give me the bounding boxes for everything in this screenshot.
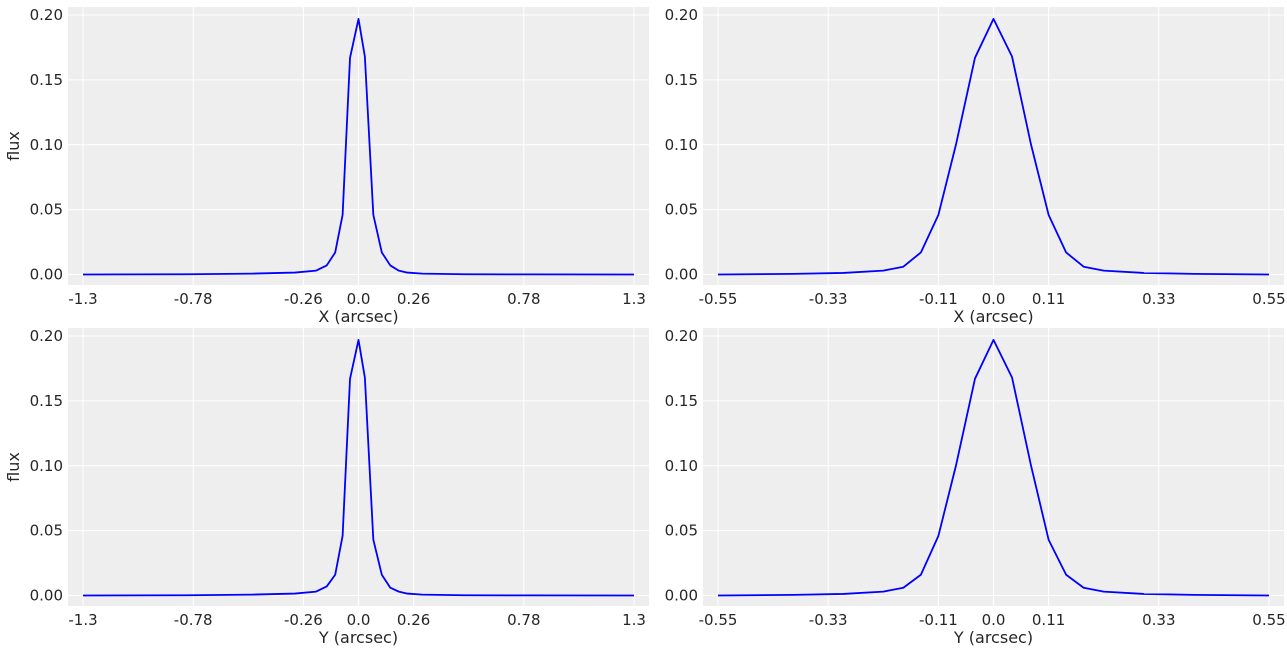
x-tick-label: 1.3 bbox=[622, 290, 646, 308]
series-line bbox=[82, 17, 635, 276]
y-axis-label: flux bbox=[4, 452, 23, 482]
x-tick-label: -0.11 bbox=[919, 290, 958, 308]
x-tick-label: 0.0 bbox=[982, 290, 1006, 308]
y-tick-label: 0.00 bbox=[30, 587, 63, 605]
x-tick-label: -0.26 bbox=[284, 611, 323, 629]
x-tick-label: -0.11 bbox=[919, 611, 958, 629]
x-tick-label: 0.11 bbox=[1032, 611, 1065, 629]
x-tick-label: -1.3 bbox=[68, 611, 97, 629]
x-tick-label: -0.55 bbox=[699, 290, 738, 308]
x-tick-label: 0.55 bbox=[1252, 290, 1285, 308]
x-axis-label: X (arcsec) bbox=[318, 307, 398, 326]
chart-panel-1: -1.3 -0.78 -0.26 0.0 0.26 0.78 1.3 0.00 0.05 0.10… bbox=[4, 6, 649, 326]
x-tick-label: 0.78 bbox=[507, 611, 540, 629]
x-tick-label: 0.0 bbox=[347, 611, 371, 629]
x-tick-label: 1.3 bbox=[622, 611, 646, 629]
x-tick-label: 0.0 bbox=[347, 290, 371, 308]
y-tick-label: 0.20 bbox=[665, 327, 698, 345]
y-tick-label: 0.15 bbox=[30, 71, 63, 89]
chart-panel-4: -0.55 -0.33 -0.11 0.0 0.11 0.33 0.55 0.00 0.05 0.… bbox=[665, 327, 1286, 647]
y-tick-label: 0.10 bbox=[665, 457, 698, 475]
x-tick-label: -0.55 bbox=[699, 611, 738, 629]
y-tick-label: 0.05 bbox=[665, 201, 698, 219]
x-tick-label: 0.33 bbox=[1142, 611, 1175, 629]
x-tick-label: -0.78 bbox=[174, 611, 213, 629]
y-tick-label: 0.05 bbox=[30, 522, 63, 540]
y-tick-label: 0.15 bbox=[665, 71, 698, 89]
chart-panel-3: -1.3 -0.78 -0.26 0.0 0.26 0.78 1.3 0.00 0.05 0.10… bbox=[4, 327, 649, 647]
x-tick-label: -0.78 bbox=[174, 290, 213, 308]
x-axis-label: Y (arcsec) bbox=[953, 628, 1033, 647]
series-line bbox=[82, 338, 635, 597]
y-tick-label: 0.15 bbox=[665, 392, 698, 410]
x-tick-label: 0.26 bbox=[397, 290, 430, 308]
x-tick-label: -1.3 bbox=[68, 290, 97, 308]
x-tick-label: 0.11 bbox=[1032, 290, 1065, 308]
x-tick-label: -0.33 bbox=[809, 611, 848, 629]
x-tick-label: -0.33 bbox=[809, 290, 848, 308]
series-line bbox=[717, 338, 1270, 597]
chart-panel-2: -0.55 -0.33 -0.11 0.0 0.11 0.33 0.55 0.00 0.05 0.… bbox=[665, 6, 1286, 326]
x-tick-label: 0.78 bbox=[507, 290, 540, 308]
x-tick-label: 0.26 bbox=[397, 611, 430, 629]
y-axis-label: flux bbox=[4, 131, 23, 161]
y-tick-label: 0.20 bbox=[30, 327, 63, 345]
y-tick-label: 0.20 bbox=[665, 6, 698, 24]
x-tick-label: -0.26 bbox=[284, 290, 323, 308]
x-axis-label: Y (arcsec) bbox=[318, 628, 398, 647]
series-line bbox=[717, 17, 1270, 276]
x-tick-label: 0.33 bbox=[1142, 290, 1175, 308]
y-tick-label: 0.00 bbox=[30, 266, 63, 284]
y-tick-label: 0.00 bbox=[665, 266, 698, 284]
y-tick-label: 0.05 bbox=[30, 201, 63, 219]
x-axis-label: X (arcsec) bbox=[953, 307, 1033, 326]
x-tick-label: 0.0 bbox=[982, 611, 1006, 629]
y-tick-label: 0.15 bbox=[30, 392, 63, 410]
y-tick-label: 0.10 bbox=[30, 136, 63, 154]
y-tick-label: 0.05 bbox=[665, 522, 698, 540]
x-tick-label: 0.55 bbox=[1252, 611, 1285, 629]
y-tick-label: 0.10 bbox=[665, 136, 698, 154]
y-tick-label: 0.20 bbox=[30, 6, 63, 24]
y-tick-label: 0.10 bbox=[30, 457, 63, 475]
y-tick-label: 0.00 bbox=[665, 587, 698, 605]
